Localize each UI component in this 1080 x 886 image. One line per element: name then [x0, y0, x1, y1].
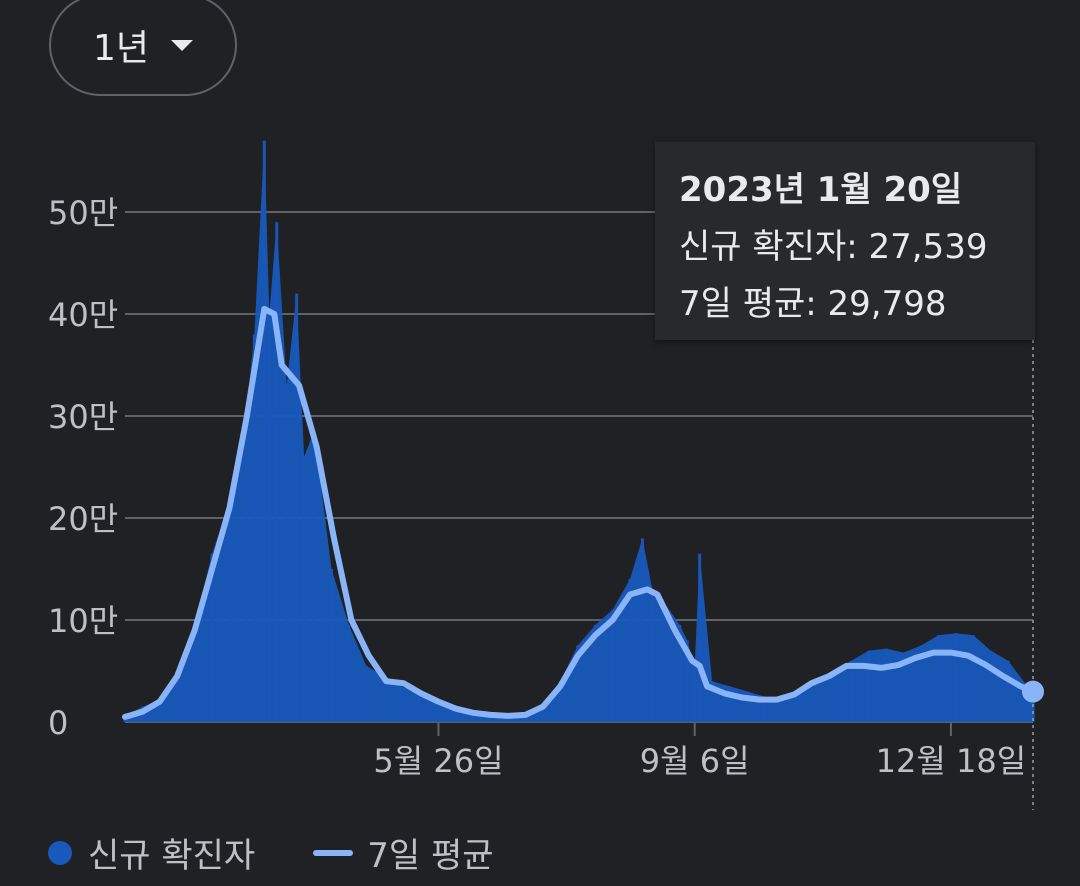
legend-average-swatch [313, 849, 354, 856]
case-bar-7 [245, 405, 249, 722]
case-bar-13 [295, 293, 299, 722]
legend-cases-label: 신규 확진자 [88, 836, 256, 876]
y-tick-label-2: 20만 [48, 500, 118, 538]
case-bar-58 [1006, 660, 1010, 722]
tooltip-date: 2023년 1월 20일 [679, 170, 963, 210]
case-bar-8 [252, 334, 256, 722]
case-bar-54 [936, 635, 940, 722]
case-bar-17 [347, 625, 351, 722]
case-bar-12 [285, 385, 289, 722]
case-bar-18 [364, 665, 368, 722]
x-tick-label-1: 9월 6일 [640, 742, 750, 780]
y-tick-label-5: 50만 [48, 194, 118, 232]
average-line [122, 305, 1036, 720]
case-bar-51 [884, 648, 888, 722]
case-bar-10 [267, 314, 271, 722]
tooltip-average-label: 7일 평균 [679, 284, 806, 324]
case-bar-16 [329, 569, 333, 722]
tooltip-cases-value: 27,539 [868, 227, 988, 267]
case-bar-24 [471, 711, 475, 722]
case-bar-42 [728, 686, 732, 722]
case-bar-41 [710, 681, 714, 722]
case-bar-15 [312, 431, 316, 722]
case-bar-59 [1031, 693, 1035, 722]
case-bar-53 [919, 645, 923, 722]
case-bar-47 [815, 681, 819, 722]
case-bar-32 [611, 609, 615, 722]
case-bar-22 [436, 701, 440, 722]
case-bar-33 [628, 579, 632, 722]
average-line-layer [122, 305, 1036, 720]
case-bar-5 [210, 553, 214, 722]
x-tick-label-0: 5월 26일 [373, 742, 503, 780]
case-bar-36 [660, 599, 664, 722]
selection-point [1022, 680, 1044, 703]
tooltip-cases: 신규 확진자: 27,539 [679, 227, 988, 267]
case-bar-4 [193, 625, 197, 722]
case-bar-46 [797, 694, 801, 722]
case-bar-38 [685, 640, 689, 722]
tooltip-cases-label: 신규 확진자 [679, 227, 847, 267]
time-range-dropdown[interactable]: 1년 [49, 0, 237, 96]
case-bar-11 [275, 222, 279, 722]
case-bar-52 [902, 652, 906, 722]
data-tooltip: 2023년 1월 20일 신규 확진자: 27,539 7일 평균: 29,79… [655, 142, 1035, 340]
case-bar-9 [262, 140, 266, 723]
y-tick-label-1: 10만 [48, 602, 118, 640]
case-bar-3 [175, 671, 179, 722]
case-bar-20 [399, 686, 403, 722]
case-bar-50 [867, 650, 871, 722]
case-bar-31 [593, 625, 597, 722]
case-bar-6 [227, 502, 231, 722]
legend-cases-swatch [48, 840, 72, 865]
y-tick-label-3: 30만 [48, 398, 118, 436]
case-bar-55 [954, 633, 958, 722]
y-tick-label-4: 40만 [48, 296, 118, 334]
cases-bars [123, 140, 1035, 723]
case-bar-49 [849, 660, 853, 722]
selection-marker [1022, 340, 1044, 810]
cases-area [125, 140, 1033, 723]
case-bar-48 [832, 671, 836, 722]
axis-labels: 0 10만 20만 30만 40만 50만 5월 26일 9월 6일 12월 18일 [48, 194, 1026, 780]
chevron-down-icon [171, 39, 194, 51]
case-bar-40 [698, 553, 702, 722]
case-bar-29 [558, 681, 562, 722]
tooltip-average-value: 29,798 [827, 284, 947, 324]
case-bar-35 [650, 589, 654, 722]
legend-average-label: 7일 평균 [367, 836, 494, 876]
case-bar-39 [693, 665, 697, 722]
case-bar-37 [678, 625, 682, 722]
case-bar-45 [780, 699, 784, 722]
case-bar-56 [971, 635, 975, 722]
case-bar-19 [382, 676, 386, 722]
case-bar-43 [745, 691, 749, 722]
case-bar-30 [576, 645, 580, 722]
case-bar-25 [489, 713, 493, 722]
chart-legend: 신규 확진자 7일 평균 [48, 828, 494, 877]
case-bar-2 [158, 699, 162, 722]
case-bar-57 [989, 650, 993, 722]
time-range-label: 1년 [92, 28, 150, 69]
y-tick-label-0: 0 [48, 704, 68, 742]
case-bar-14 [302, 456, 306, 722]
case-bar-28 [541, 703, 545, 722]
case-bar-44 [762, 696, 766, 722]
x-tick-label-2: 12월 18일 [876, 742, 1027, 780]
case-bar-23 [454, 708, 458, 722]
case-bar-34 [640, 538, 644, 722]
case-bar-21 [417, 693, 421, 722]
tooltip-average: 7일 평균: 29,798 [679, 284, 947, 324]
